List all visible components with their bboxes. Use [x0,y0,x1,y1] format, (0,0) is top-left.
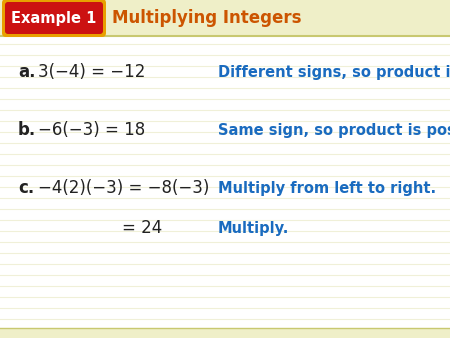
Text: c.: c. [18,179,34,197]
Text: a.: a. [18,63,36,81]
Text: Multiply from left to right.: Multiply from left to right. [218,180,436,195]
Text: −4(2)(−3) = −8(−3): −4(2)(−3) = −8(−3) [38,179,209,197]
Text: Multiply.: Multiply. [218,220,289,236]
Text: = 24: = 24 [122,219,162,237]
Text: −6(−3) = 18: −6(−3) = 18 [38,121,145,139]
Bar [0,0,450,36]
Text: 3(−4) = −12: 3(−4) = −12 [38,63,145,81]
FancyBboxPatch shape [2,0,106,37]
Text: b.: b. [18,121,36,139]
Text: Same sign, so product is positive.: Same sign, so product is positive. [218,122,450,138]
Text: Different signs, so product is negative.: Different signs, so product is negative. [218,65,450,79]
FancyBboxPatch shape [5,2,103,34]
Text: Example 1: Example 1 [11,10,97,25]
Text: Multiplying Integers: Multiplying Integers [112,9,302,27]
Bar [0,328,450,338]
